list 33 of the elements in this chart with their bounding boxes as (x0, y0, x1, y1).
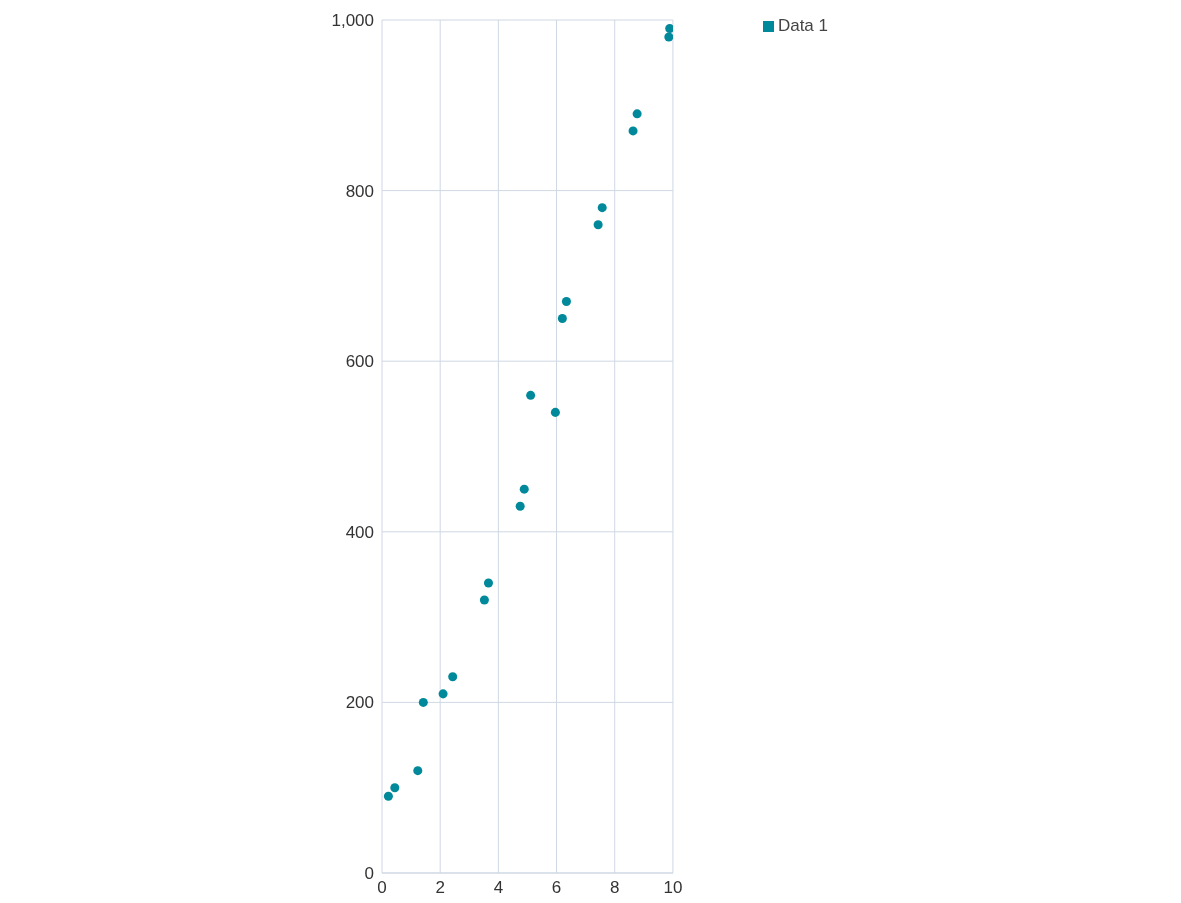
x-tick-label: 10 (663, 878, 683, 898)
point (515, 501, 525, 511)
y-tick-label: 400 (345, 522, 374, 542)
x-tick-label: 0 (377, 878, 387, 898)
y-tick-label: 600 (345, 352, 374, 372)
point (383, 791, 393, 801)
point (561, 296, 571, 306)
point (438, 689, 448, 699)
point (628, 126, 638, 136)
point (413, 766, 423, 776)
x-tick-label: 4 (493, 878, 504, 898)
point (479, 595, 489, 605)
y-tick-label: 0 (364, 864, 374, 884)
point (665, 24, 673, 34)
point (593, 220, 603, 230)
point (418, 697, 428, 707)
y-tick-label: 200 (345, 693, 374, 713)
point (390, 783, 400, 793)
x-tick-label: 6 (551, 878, 562, 898)
point (526, 390, 536, 400)
legend-label: Data 1 (777, 16, 828, 35)
y-tick-label: 800 (345, 181, 374, 201)
x-tick-label: 2 (435, 878, 445, 898)
point (664, 32, 673, 42)
point (483, 578, 493, 588)
x-tick-label: 8 (609, 878, 620, 898)
point (632, 109, 642, 119)
point (597, 203, 607, 213)
point (519, 484, 529, 494)
y-tick-label: 1,000 (331, 11, 374, 31)
point (550, 407, 560, 417)
point (557, 314, 567, 324)
point (448, 672, 458, 682)
